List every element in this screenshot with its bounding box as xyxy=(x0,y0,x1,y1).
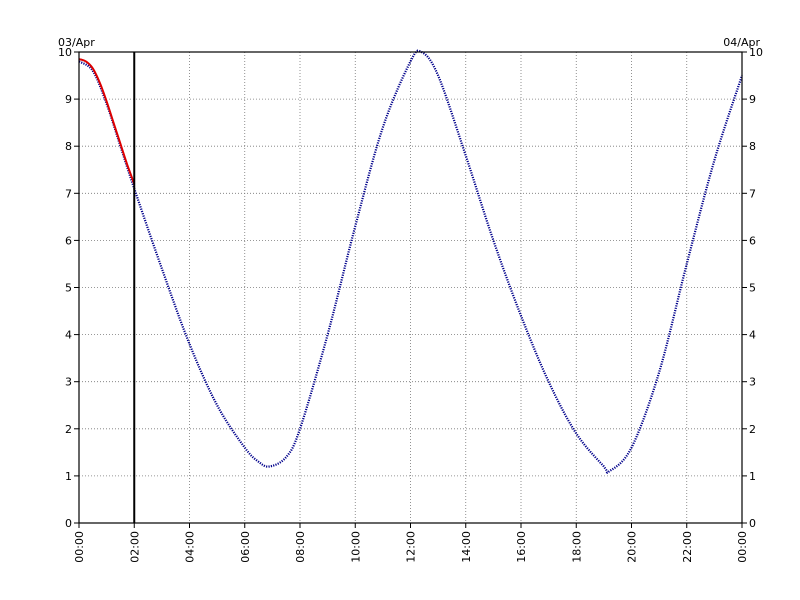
x-tick-label: 06:00 xyxy=(239,531,252,563)
y-tick-label-right: 9 xyxy=(749,93,756,106)
x-tick-label: 02:00 xyxy=(128,531,141,563)
y-tick-label-left: 2 xyxy=(65,423,72,436)
y-tick-label-right: 3 xyxy=(749,376,756,389)
y-tick-label-left: 6 xyxy=(65,234,72,247)
y-tick-label-left: 5 xyxy=(65,282,72,295)
x-tick-label: 14:00 xyxy=(460,531,473,563)
y-axis-right: 0 1 2 3 4 5 6 7 8 9 10 xyxy=(742,46,763,530)
y-tick-label-left: 8 xyxy=(65,140,72,153)
y-tick-label-right: 6 xyxy=(749,234,756,247)
y-tick-label-left: 3 xyxy=(65,376,72,389)
x-tick-label: 12:00 xyxy=(405,531,418,563)
y-tick-label-left: 4 xyxy=(65,329,72,342)
x-tick-label: 00:00 xyxy=(736,531,749,563)
y-tick-label-right: 10 xyxy=(749,46,763,59)
y-tick-label-right: 0 xyxy=(749,517,756,530)
y-tick-label-right: 4 xyxy=(749,329,756,342)
x-tick-label: 20:00 xyxy=(626,531,639,563)
date-label-left: 03/Apr xyxy=(58,36,95,49)
y-tick-label-right: 1 xyxy=(749,470,756,483)
x-tick-label: 10:00 xyxy=(349,531,362,563)
date-label-right: 04/Apr xyxy=(723,36,760,49)
y-tick-label-left: 9 xyxy=(65,93,72,106)
predicted-tide-line xyxy=(78,49,744,475)
y-tick-label-left: 1 xyxy=(65,470,72,483)
y-axis-left: 0 1 2 3 4 5 6 7 8 9 10 xyxy=(58,46,79,530)
y-tick-label-right: 7 xyxy=(749,187,756,200)
x-tick-label: 22:00 xyxy=(681,531,694,563)
y-tick-label-right: 5 xyxy=(749,282,756,295)
x-tick-label: 16:00 xyxy=(515,531,528,563)
x-tick-label: 00:00 xyxy=(73,531,86,563)
y-tick-label-left: 0 xyxy=(65,517,72,530)
x-tick-label: 08:00 xyxy=(294,531,307,563)
y-tick-label-right: 2 xyxy=(749,423,756,436)
y-tick-label-left: 7 xyxy=(65,187,72,200)
x-axis: 00:00 02:00 04:00 06:00 08:00 10:00 12:00 14:00… xyxy=(73,523,749,563)
y-tick-label-right: 8 xyxy=(749,140,756,153)
observed-tide-line xyxy=(78,58,136,185)
x-tick-label: 18:00 xyxy=(570,531,583,563)
y-tick-label-left: 10 xyxy=(58,46,72,59)
series-layer xyxy=(78,49,744,475)
x-tick-label: 04:00 xyxy=(184,531,197,563)
